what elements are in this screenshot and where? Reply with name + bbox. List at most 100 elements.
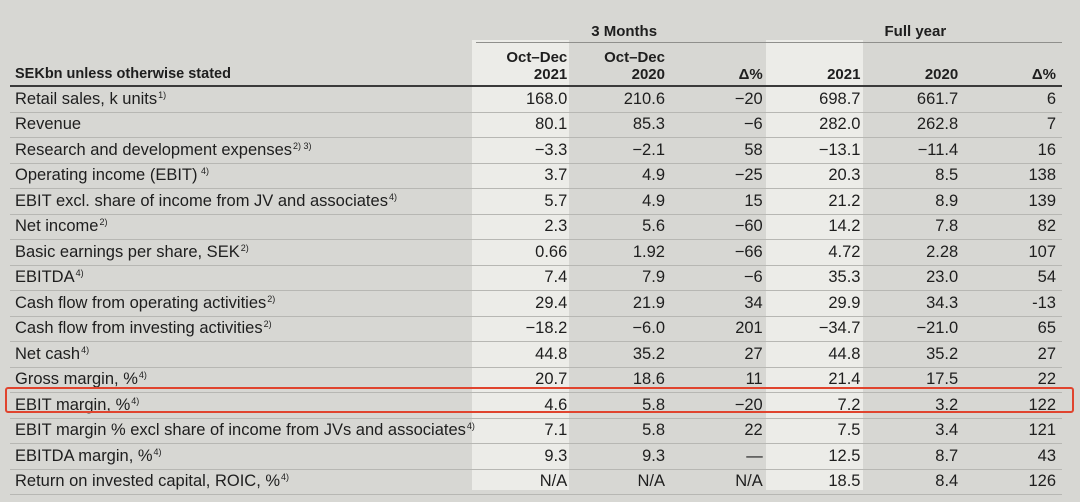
row-label-text: EBITDA [15, 268, 75, 287]
table-cell: 139 [964, 188, 1062, 215]
table-cell: 8.5 [866, 163, 965, 189]
table-cell: −2.1 [573, 137, 671, 164]
table-cell: 65 [964, 316, 1062, 342]
table-body: Retail sales, k units1) 168.0 210.6 −20 698.… [10, 86, 1062, 495]
table-cell: −18.2 [475, 316, 574, 342]
column-header-line2: 2021 [827, 66, 861, 83]
table-row: Operating income (EBIT) 4) 3.7 4.9 −25 20.3 8… [10, 163, 1062, 189]
table-cell: 23.0 [866, 265, 965, 291]
table-row: Net cash4) 44.8 35.2 27 44.8 35.2 27 [10, 341, 1062, 368]
table-cell: 1.92 [573, 239, 671, 266]
column-header: 2021 [768, 42, 867, 87]
table-cell: 22 [671, 418, 769, 444]
table-cell: 5.7 [475, 188, 574, 215]
table-cell: 80.1 [475, 112, 574, 138]
table-cell: 34 [671, 290, 769, 317]
table-row: Cash flow from operating activities2) 29.… [10, 290, 1062, 317]
column-header-line1: Oct–Dec [506, 49, 568, 66]
table-cell: 18.5 [768, 469, 867, 495]
footnote-reference: 4) [81, 344, 90, 355]
row-label: Research and development expenses2) 3) [10, 137, 476, 164]
table-cell: 9.3 [475, 443, 574, 470]
row-label-text: Net income [15, 217, 99, 236]
table-row: EBIT excl. share of income from JV and a… [10, 188, 1062, 215]
row-label-text: Net cash [15, 344, 81, 363]
table-row: Basic earnings per share, SEK2) 0.66 1.92−… [10, 239, 1062, 266]
table-row: Return on invested capital, ROIC, %4) N/A… [10, 469, 1062, 495]
table-cell: 35.3 [768, 265, 867, 291]
row-label-text: Return on invested capital, ROIC, % [15, 472, 281, 491]
table-row: Revenue 80.1 85.3 −6 282.0 262.8 7 [10, 112, 1062, 138]
table-cell: 29.9 [768, 290, 867, 317]
table-cell: 8.4 [866, 469, 965, 495]
table-cell: -13 [964, 290, 1062, 317]
table-cell: 16 [964, 137, 1062, 164]
table-cell: — [671, 443, 769, 470]
table-cell: 0.66 [475, 239, 574, 266]
column-header-line2: 2021 [533, 66, 568, 83]
footnote-reference: 4) [75, 268, 84, 279]
footnote-reference: 4) [281, 472, 290, 483]
table-cell: −6.0 [573, 316, 671, 342]
footnote-reference: 1) [158, 89, 167, 100]
table-cell: N/A [573, 469, 671, 495]
table-cell: 7 [964, 112, 1062, 138]
row-label-text: Revenue [15, 115, 82, 134]
row-label-text: Research and development expenses [15, 140, 293, 159]
row-label: EBITDA4) [10, 265, 476, 291]
table-cell: N/A [671, 469, 769, 495]
table-cell: 21.9 [573, 290, 671, 317]
table-cell: 168.0 [475, 86, 574, 113]
row-label: Return on invested capital, ROIC, %4) [10, 469, 476, 495]
footnote-reference: 4) [388, 191, 397, 202]
unit-header: SEKbn unless otherwise stated [10, 42, 476, 87]
row-label-text: Basic earnings per share, SEK [15, 242, 240, 261]
table-cell: 4.72 [768, 239, 867, 266]
row-label: EBIT margin % excl share of income from … [10, 418, 476, 444]
table-row: EBITDA4) 7.4 7.9 −6 35.3 23.0 54 [10, 265, 1062, 291]
table-cell: −25 [671, 163, 769, 189]
table-cell: 54 [964, 265, 1062, 291]
table-cell: 44.8 [475, 341, 574, 368]
table-cell: −21.0 [866, 316, 965, 342]
table-cell: −3.3 [475, 137, 574, 164]
row-label: EBIT margin, %4) [10, 392, 476, 419]
column-header: Δ% [671, 42, 769, 87]
table-cell: 661.7 [866, 86, 965, 113]
table-cell: 20.3 [768, 163, 867, 189]
table-cell: 35.2 [866, 341, 965, 368]
table-cell: 14.2 [768, 214, 867, 240]
table-cell: −60 [671, 214, 769, 240]
table-cell: 7.9 [573, 265, 671, 291]
footnote-reference: 4) [466, 421, 475, 432]
table-cell: 34.3 [866, 290, 965, 317]
table-row: EBITDA margin, %4) 9.3 9.3—12.5 8.7 43 [10, 443, 1062, 470]
row-label-text: Cash flow from operating activities [15, 293, 267, 312]
footnote-reference: 2) [240, 242, 249, 253]
table-cell: 7.2 [768, 392, 867, 419]
table-cell: −6 [671, 265, 769, 291]
footnote-reference: 2) [267, 293, 276, 304]
table-cell: −11.4 [866, 137, 965, 164]
table-cell: 5.8 [573, 392, 671, 419]
column-header-line1: Oct–Dec [604, 49, 665, 66]
table-cell: 3.2 [866, 392, 965, 419]
table-cell: 201 [671, 316, 769, 342]
row-label: Operating income (EBIT) 4) [10, 163, 476, 189]
table-cell: 9.3 [573, 443, 671, 470]
table-cell: −20 [671, 392, 769, 419]
table-cell: −66 [671, 239, 769, 266]
table-cell: 262.8 [866, 112, 965, 138]
row-label-text: EBIT margin, % [15, 395, 131, 414]
table-cell: 7.8 [866, 214, 965, 240]
table-cell: 138 [964, 163, 1062, 189]
table-cell: 3.4 [866, 418, 965, 444]
column-header: 2020 [866, 42, 965, 87]
table-cell: 107 [964, 239, 1062, 266]
row-label: Cash flow from investing activities2) [10, 316, 476, 342]
table-row: EBIT margin, %4) 4.6 5.8 −20 7.2 3.2 122 [10, 392, 1062, 419]
table-cell: 8.9 [866, 188, 965, 215]
table-cell: 282.0 [768, 112, 867, 138]
table-cell: 210.6 [573, 86, 671, 113]
table-row: EBIT margin % excl share of income from … [10, 418, 1062, 444]
